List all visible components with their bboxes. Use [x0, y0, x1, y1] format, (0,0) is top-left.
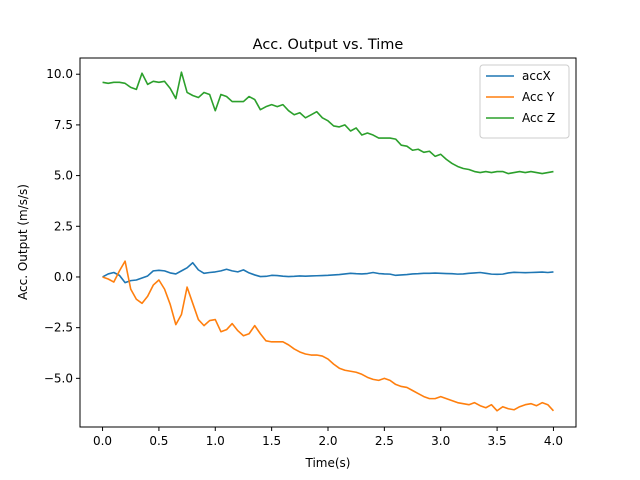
x-tick-label: 1.0: [206, 434, 225, 448]
y-axis: −5.0 −2.5 0.0 2.5 5.0 7.5 10.0: [44, 67, 80, 385]
x-tick-label: 0.5: [149, 434, 168, 448]
plot-area: [102, 71, 555, 412]
y-tick-label: 7.5: [54, 118, 73, 132]
x-tick-label: 2.0: [318, 434, 337, 448]
y-tick-label: −5.0: [44, 371, 73, 385]
x-tick-label: 0.0: [93, 434, 112, 448]
legend-label: Acc Y: [522, 90, 555, 104]
legend-label: accX: [522, 69, 551, 83]
x-tick-label: 2.5: [375, 434, 394, 448]
x-tick-label: 3.5: [488, 434, 507, 448]
series-line-accx: [102, 261, 554, 284]
x-axis-label: Time(s): [305, 456, 351, 470]
y-tick-label: 5.0: [54, 169, 73, 183]
x-axis: 0.0 0.5 1.0 1.5 2.0 2.5 3.0 3.5 4.0: [93, 427, 563, 448]
y-tick-label: 0.0: [54, 270, 73, 284]
legend: accX Acc Y Acc Z: [479, 64, 570, 139]
y-tick-label: −2.5: [44, 321, 73, 335]
y-axis-label: Acc. Output (m/s/s): [16, 184, 30, 300]
x-tick-label: 4.0: [544, 434, 563, 448]
series-line-acc-z: [102, 71, 554, 175]
y-tick-label: 10.0: [46, 67, 73, 81]
legend-box: [479, 64, 570, 139]
x-tick-label: 3.0: [431, 434, 450, 448]
legend-label: Acc Z: [522, 111, 555, 125]
axes-frame: [79, 57, 577, 428]
chart-title: Acc. Output vs. Time: [253, 37, 404, 53]
series-line-acc-y: [102, 260, 555, 412]
y-tick-label: 2.5: [54, 219, 73, 233]
x-tick-label: 1.5: [262, 434, 281, 448]
